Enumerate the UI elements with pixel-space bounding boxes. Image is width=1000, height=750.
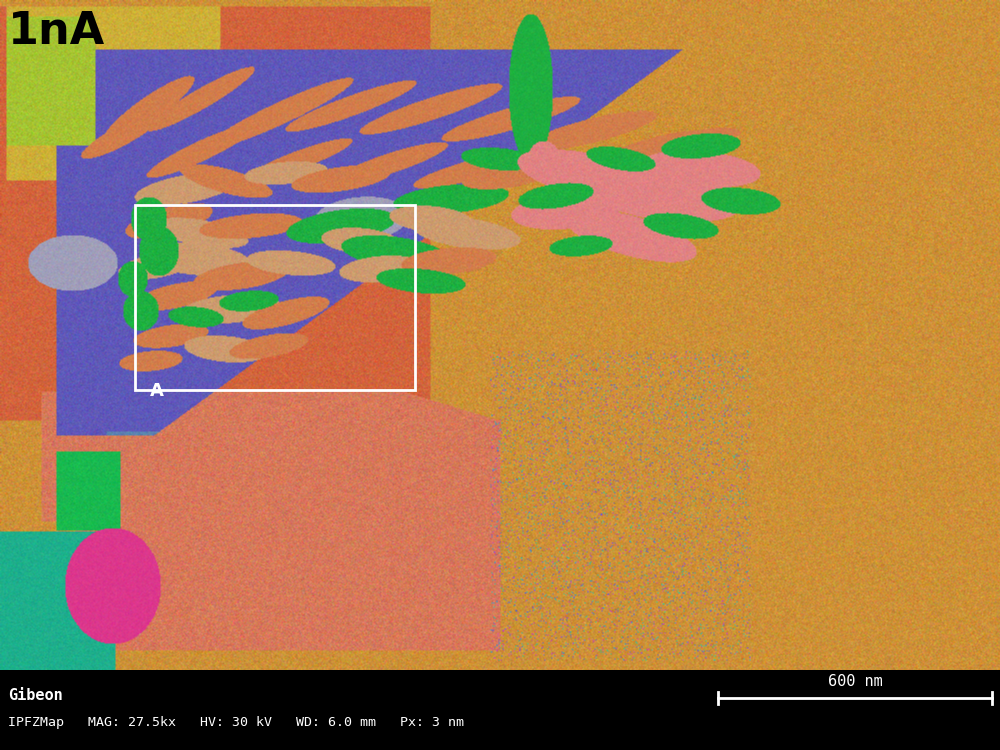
Text: IPFZMap   MAG: 27.5kx   HV: 30 kV   WD: 6.0 mm   Px: 3 nm: IPFZMap MAG: 27.5kx HV: 30 kV WD: 6.0 mm… <box>8 716 464 729</box>
Text: 1nA: 1nA <box>8 10 105 53</box>
Text: A: A <box>150 382 164 400</box>
Bar <box>135 205 415 390</box>
Text: 600 nm: 600 nm <box>828 674 882 689</box>
Text: Gibeon: Gibeon <box>8 688 63 703</box>
